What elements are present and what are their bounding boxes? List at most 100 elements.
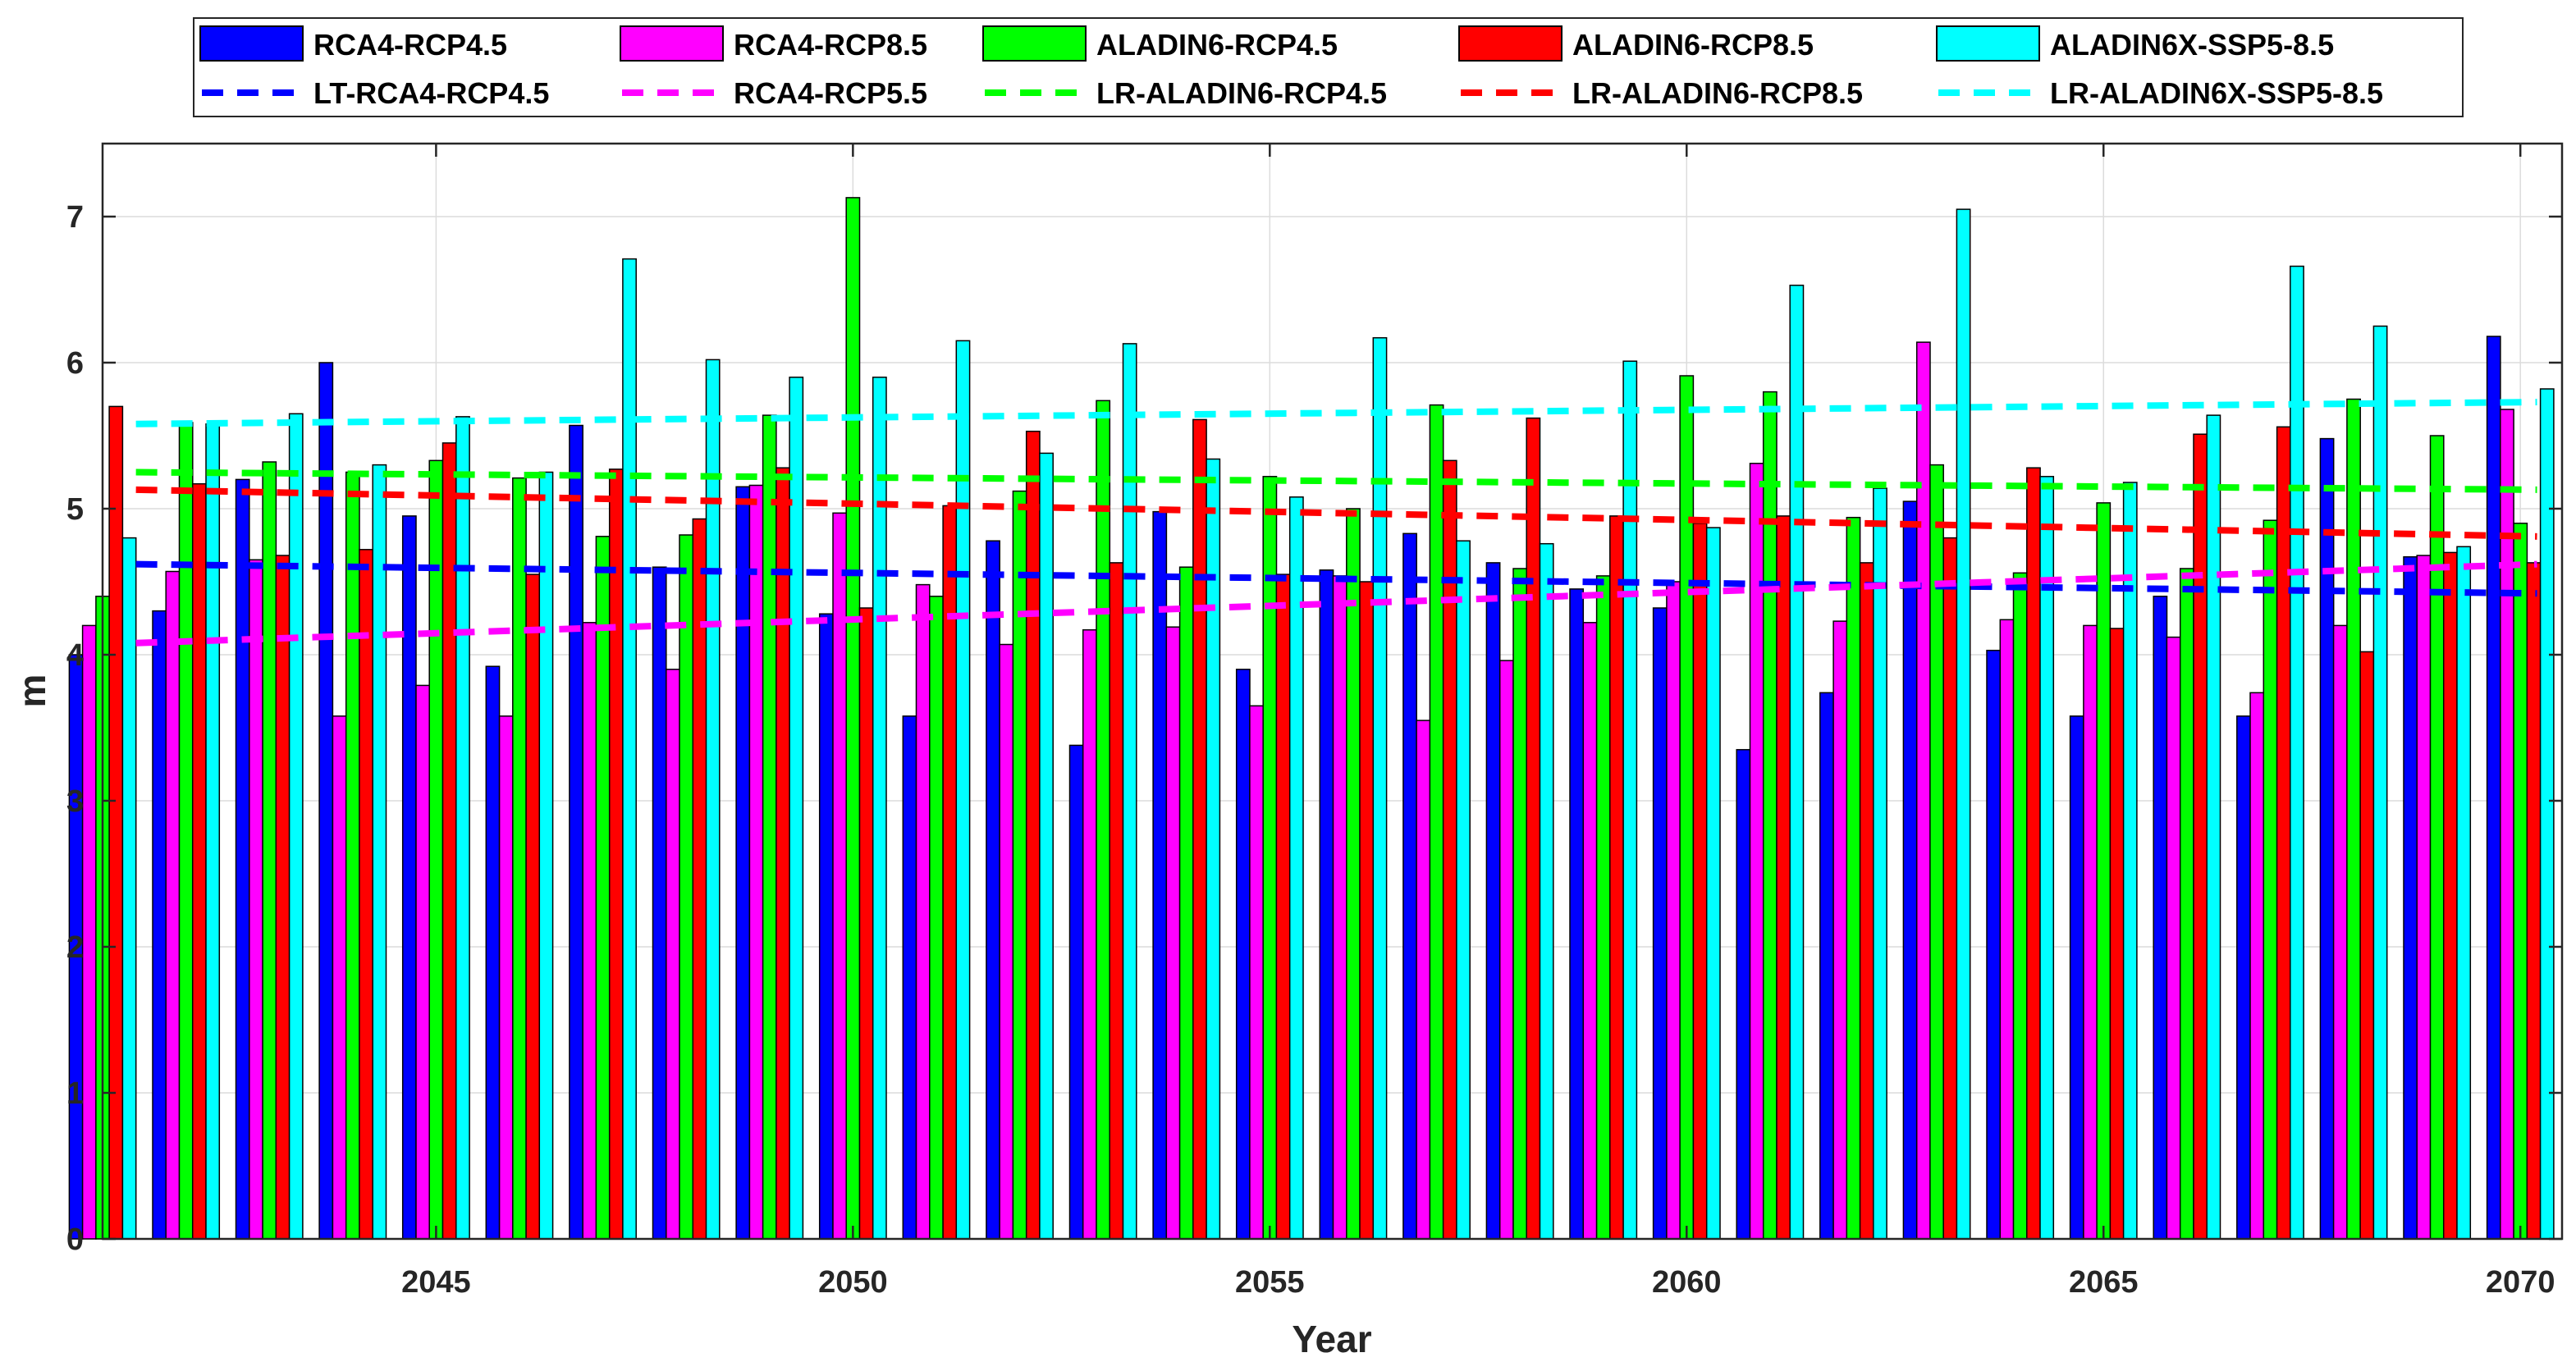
bar [1859, 562, 1874, 1240]
bar [372, 464, 387, 1240]
bar [705, 359, 721, 1240]
y-tick-label: 1 [66, 1076, 84, 1111]
bar [2319, 437, 2335, 1240]
y-tick-label: 5 [66, 492, 84, 527]
bar [108, 405, 124, 1240]
bar [428, 459, 444, 1240]
bar [818, 613, 834, 1240]
bar [525, 574, 541, 1240]
bar [512, 477, 527, 1240]
bar [2109, 628, 2125, 1240]
bar [1776, 515, 1791, 1240]
bar [1986, 649, 2002, 1240]
bar [1319, 569, 1334, 1240]
y-tick-label: 0 [66, 1222, 84, 1257]
bar [205, 423, 221, 1240]
trend-line [135, 560, 2537, 597]
bar [1429, 404, 1444, 1240]
bar [191, 482, 207, 1240]
x-tick-label: 2060 [1652, 1265, 1722, 1300]
bar [81, 624, 97, 1240]
legend-label: LR-ALADIN6X-SSP5-8.5 [2050, 76, 2383, 110]
bar [1372, 336, 1388, 1240]
bar [1275, 574, 1291, 1240]
bar [275, 555, 291, 1240]
legend-label: LT-RCA4-RCP4.5 [313, 76, 549, 110]
bar [2429, 435, 2445, 1240]
legend-swatch [982, 25, 1087, 62]
bar [776, 467, 790, 1240]
bar [2346, 398, 2361, 1240]
bar [178, 422, 194, 1240]
bar [608, 468, 624, 1240]
bar [1485, 562, 1501, 1240]
bar [2359, 651, 2375, 1240]
bar [2486, 336, 2501, 1240]
legend-label: ALADIN6-RCP8.5 [1572, 28, 1814, 62]
bar [1873, 487, 1887, 1240]
bar [1235, 669, 1251, 1240]
bar [1902, 500, 1918, 1240]
bar [2539, 388, 2555, 1240]
legend-label: ALADIN6-RCP4.5 [1096, 28, 1338, 62]
y-tick-label: 7 [66, 200, 84, 235]
bar [762, 414, 777, 1240]
legend-swatch [1936, 25, 2040, 62]
bar [1692, 523, 1708, 1240]
bar [262, 461, 277, 1240]
bar [2096, 502, 2112, 1240]
bar [485, 665, 501, 1240]
bar [2012, 572, 2028, 1240]
bar [2276, 426, 2291, 1240]
bar [1832, 620, 1848, 1240]
bar [1582, 622, 1598, 1240]
bar [235, 478, 250, 1240]
bar [1332, 575, 1347, 1240]
bar [152, 610, 167, 1240]
bar [1416, 720, 1431, 1240]
bar [359, 549, 373, 1240]
bar [2456, 546, 2472, 1240]
x-tick-label: 2055 [1235, 1265, 1305, 1300]
bar [915, 583, 931, 1240]
bar [2332, 624, 2348, 1240]
bar [538, 471, 554, 1240]
bar [2039, 476, 2055, 1240]
bar [2193, 433, 2208, 1240]
legend-label: LR-ALADIN6-RCP4.5 [1096, 76, 1387, 110]
y-tick-label: 6 [66, 346, 84, 381]
bar [652, 566, 667, 1240]
bar [1539, 542, 1554, 1240]
bar [2122, 482, 2138, 1240]
bar [622, 258, 637, 1240]
legend-label: RCA4-RCP8.5 [734, 28, 927, 62]
bar [401, 515, 417, 1240]
bar [1609, 515, 1624, 1240]
trend-line [135, 560, 2537, 647]
bar [2403, 555, 2418, 1240]
bar [1512, 568, 1528, 1240]
bar [2372, 325, 2388, 1240]
x-tick-label: 2065 [2069, 1265, 2139, 1300]
bar [748, 484, 764, 1240]
bar [498, 715, 514, 1240]
x-tick-label: 2045 [401, 1265, 471, 1300]
bar [1569, 588, 1585, 1240]
bar [1039, 452, 1054, 1240]
bar [1789, 284, 1805, 1240]
bar [1109, 562, 1124, 1240]
legend-label: ALADIN6X-SSP5-8.5 [2050, 28, 2334, 62]
bar [455, 416, 470, 1240]
trend-line [135, 399, 2537, 427]
bar [1025, 430, 1041, 1240]
bar [2083, 624, 2098, 1240]
bar [1705, 527, 1721, 1240]
bar [999, 643, 1014, 1240]
bar [735, 486, 751, 1240]
bar [789, 377, 804, 1240]
bar [2442, 551, 2458, 1240]
bar [929, 596, 944, 1240]
bar [249, 559, 263, 1240]
legend-swatch [1458, 25, 1563, 62]
